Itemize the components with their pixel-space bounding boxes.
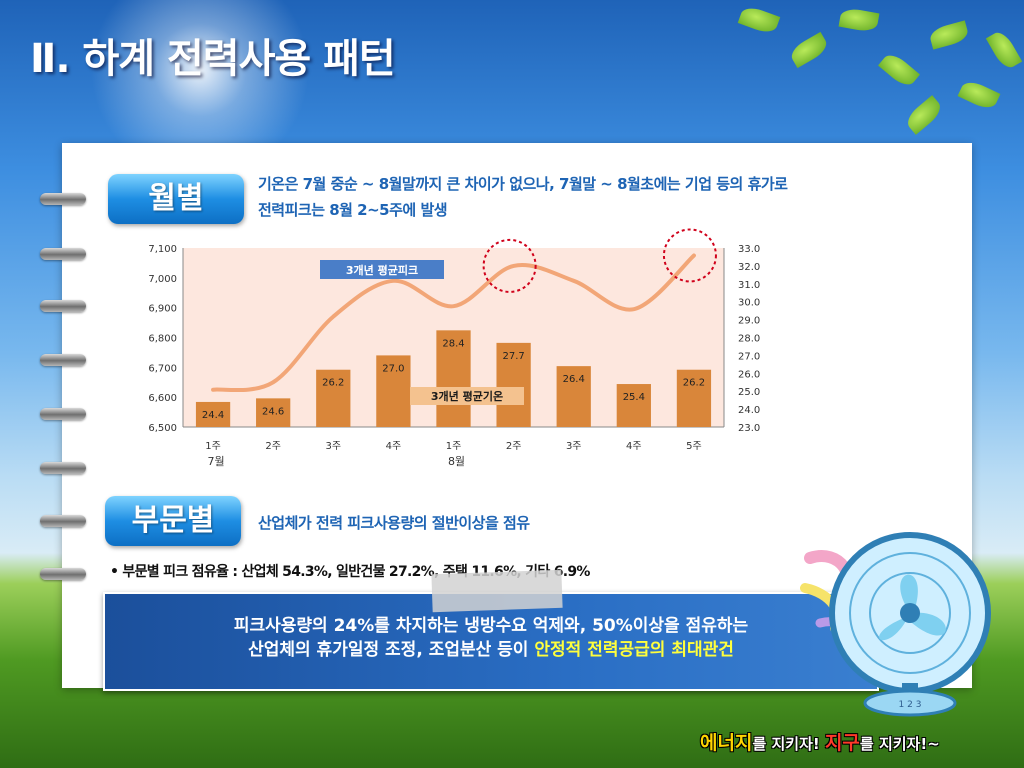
conclusion-line-2-a: 산업체의 휴가일정 조정, 조업분산 등이 [248,640,535,660]
slogan-energy: 에너지 [700,732,753,754]
monthly-section-label: 월별 [108,174,244,224]
page-title: Ⅱ. 하계 전력사용 패턴 [30,36,396,82]
binder-ring [40,248,86,260]
binder-ring [40,354,86,366]
slogan-protect-2: 지키자!~ [878,735,940,753]
leaf-decoration [928,20,970,50]
slogan-protect: 지키자! [771,735,825,753]
monthly-desc-line-1: 기온은 7월 중순 ~ 8월말까지 큰 차이가 없으나, 7월말 ~ 8월초에는… [258,175,788,193]
binder-ring [40,408,86,420]
conclusion-line-1: 피크사용량의 24%를 차지하는 냉방수요 억제와, 50%이상을 점유하는 [233,616,749,636]
fan-base-label: 1 2 3 [899,700,922,710]
leaf-decoration [903,95,945,135]
slogan-earth: 지구 [824,732,860,754]
conclusion-highlight: 안정적 전력공급의 최대관건 [534,640,734,660]
leaf-decoration [838,6,880,34]
electric-fan-icon: 1 2 3 [800,532,991,717]
leaf-decoration [985,28,1023,72]
monthly-description: 기온은 7월 중순 ~ 8월말까지 큰 차이가 없으나, 7월말 ~ 8월초에는… [258,171,788,223]
slogan-part: 를 [859,735,879,753]
binder-ring [40,193,86,205]
slogan-part: 를 [752,735,772,753]
sector-section-label: 부문별 [105,496,241,546]
conclusion-text: 피크사용량의 24%를 차지하는 냉방수요 억제와, 50%이상을 점유하는 산… [105,614,877,662]
binder-ring [40,300,86,312]
leaf-decoration [957,77,1001,113]
energy-slogan: 에너지를 지키자! 지구를 지키자!~ [700,728,940,755]
leaf-decoration [737,4,781,36]
binder-ring [40,462,86,474]
leaf-decoration [878,50,920,90]
binder-ring [40,568,86,580]
conclusion-line-2: 산업체의 휴가일정 조정, 조업분산 등이 안정적 전력공급의 최대관건 [105,638,877,662]
tape-decoration [431,569,563,613]
leaf-decoration [787,31,831,69]
sector-description: 산업체가 전력 피크사용량의 절반이상을 점유 [258,514,530,532]
monthly-desc-line-2: 전력피크는 8월 2~5주에 발생 [258,201,448,219]
binder-ring [40,515,86,527]
